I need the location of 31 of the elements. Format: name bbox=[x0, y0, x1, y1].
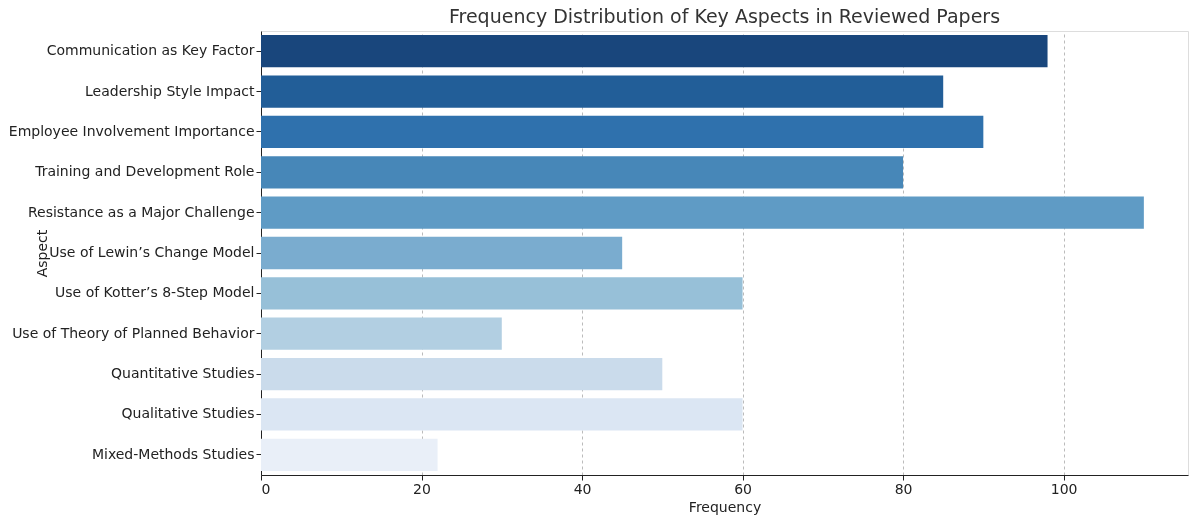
y-tick-label: Use of Kotter’s 8-Step Model bbox=[55, 284, 255, 301]
y-tick-label: Use of Lewin’s Change Model bbox=[49, 244, 255, 260]
bar bbox=[261, 277, 743, 310]
bar bbox=[261, 115, 984, 149]
y-tick-label: Qualitative Studies bbox=[121, 405, 255, 422]
bar bbox=[261, 156, 904, 189]
x-axis-title: Frequency bbox=[688, 498, 762, 515]
x-tick-label: 0 bbox=[261, 480, 271, 497]
y-tick-label: Mixed-Methods Studies bbox=[91, 445, 255, 462]
bar bbox=[261, 357, 663, 391]
y-tick-label: Quantitative Studies bbox=[111, 365, 255, 382]
x-tick-label: 80 bbox=[894, 480, 913, 497]
bar bbox=[261, 35, 1048, 68]
x-tick-label: 100 bbox=[1050, 480, 1078, 497]
x-tick-label: 20 bbox=[413, 480, 431, 497]
chart-title: Frequency Distribution of Key Aspects in Reviewed Papers bbox=[448, 5, 1001, 27]
x-tick-label: 60 bbox=[734, 480, 752, 497]
bar bbox=[261, 317, 502, 350]
y-axis-title: Aspect bbox=[33, 229, 50, 278]
bar bbox=[261, 75, 944, 108]
x-tick-label: 40 bbox=[573, 480, 592, 497]
y-tick-label: Employee Involvement Importance bbox=[8, 122, 255, 139]
y-tick-label: Communication as Key Factor bbox=[46, 42, 255, 59]
bar bbox=[261, 196, 1144, 229]
y-tick-label: Training and Development Role bbox=[34, 163, 255, 180]
y-tick-label: Leadership Style Impact bbox=[85, 82, 255, 99]
y-tick-label: Use of Theory of Planned Behavior bbox=[12, 324, 255, 341]
bar bbox=[261, 236, 623, 270]
bar bbox=[261, 398, 743, 431]
bar bbox=[261, 438, 438, 471]
y-tick-label: Resistance as a Major Challenge bbox=[27, 203, 255, 220]
